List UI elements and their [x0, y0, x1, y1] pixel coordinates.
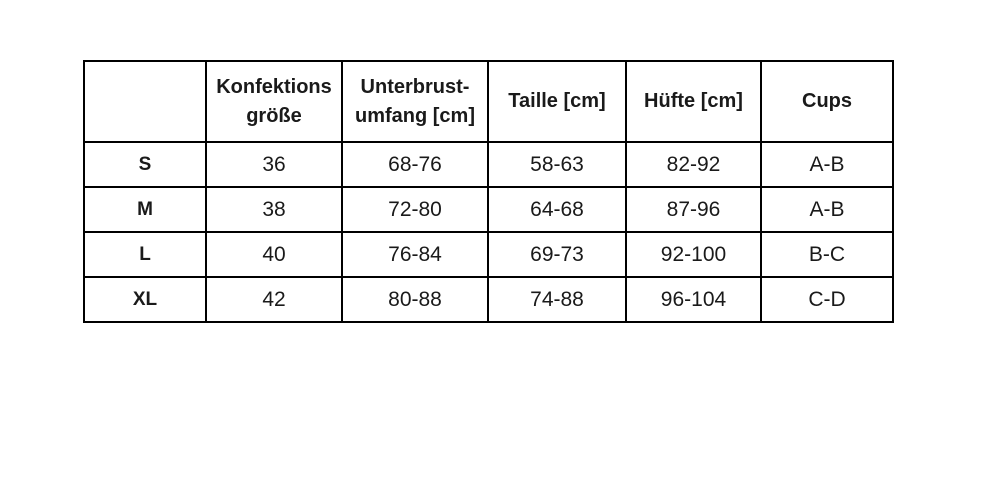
cell-s-unterbrustumfang: 68-76 [341, 141, 489, 188]
header-cell-konfektionsgroesse: Konfektions größe [205, 60, 343, 143]
cell-l-taille: 69-73 [487, 231, 627, 278]
row-label-m: M [83, 186, 207, 233]
table-row-m: M 38 72-80 64-68 87-96 A-B [83, 186, 894, 233]
cell-s-huefte: 82-92 [625, 141, 762, 188]
cell-xl-unterbrustumfang: 80-88 [341, 276, 489, 323]
header-cell-unterbrustumfang: Unterbrust- umfang [cm] [341, 60, 489, 143]
cell-m-cups: A-B [760, 186, 894, 233]
header-cell-huefte: Hüfte [cm] [625, 60, 762, 143]
table-row-xl: XL 42 80-88 74-88 96-104 C-D [83, 276, 894, 323]
cell-l-huefte: 92-100 [625, 231, 762, 278]
cell-m-unterbrustumfang: 72-80 [341, 186, 489, 233]
header-cell-empty [83, 60, 207, 143]
row-label-l: L [83, 231, 207, 278]
cell-m-huefte: 87-96 [625, 186, 762, 233]
row-label-xl: XL [83, 276, 207, 323]
header-cell-cups: Cups [760, 60, 894, 143]
cell-s-konfektionsgroesse: 36 [205, 141, 343, 188]
header-row: Konfektions größe Unterbrust- umfang [cm… [83, 60, 894, 143]
cell-m-konfektionsgroesse: 38 [205, 186, 343, 233]
cell-xl-cups: C-D [760, 276, 894, 323]
cell-l-unterbrustumfang: 76-84 [341, 231, 489, 278]
table-row-l: L 40 76-84 69-73 92-100 B-C [83, 231, 894, 278]
cell-s-cups: A-B [760, 141, 894, 188]
cell-m-taille: 64-68 [487, 186, 627, 233]
cell-l-cups: B-C [760, 231, 894, 278]
row-label-s: S [83, 141, 207, 188]
cell-xl-huefte: 96-104 [625, 276, 762, 323]
cell-xl-taille: 74-88 [487, 276, 627, 323]
header-cell-taille: Taille [cm] [487, 60, 627, 143]
size-chart-table: Konfektions größe Unterbrust- umfang [cm… [83, 60, 894, 323]
table-row-s: S 36 68-76 58-63 82-92 A-B [83, 141, 894, 188]
cell-l-konfektionsgroesse: 40 [205, 231, 343, 278]
cell-s-taille: 58-63 [487, 141, 627, 188]
cell-xl-konfektionsgroesse: 42 [205, 276, 343, 323]
